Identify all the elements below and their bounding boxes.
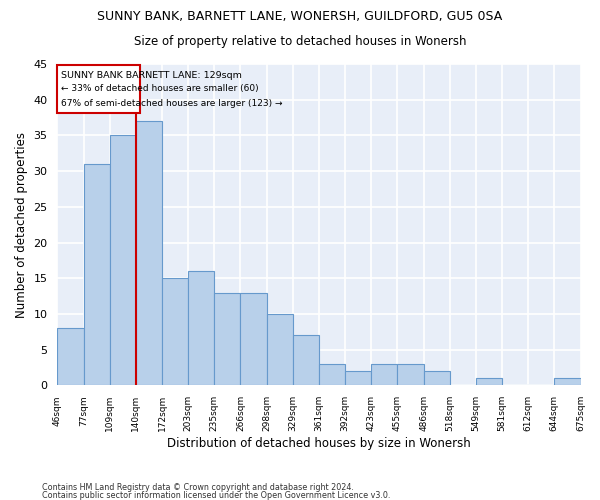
Bar [266, 314, 293, 386]
Text: Contains public sector information licensed under the Open Government Licence v3: Contains public sector information licen… [42, 491, 391, 500]
Bar [554, 378, 581, 386]
Text: ← 33% of detached houses are smaller (60): ← 33% of detached houses are smaller (60… [61, 84, 259, 94]
Bar [110, 136, 136, 386]
Bar [214, 292, 241, 386]
Text: Contains HM Land Registry data © Crown copyright and database right 2024.: Contains HM Land Registry data © Crown c… [42, 484, 354, 492]
Text: 67% of semi-detached houses are larger (123) →: 67% of semi-detached houses are larger (… [61, 100, 283, 108]
Bar [293, 336, 319, 386]
Text: Size of property relative to detached houses in Wonersh: Size of property relative to detached ho… [134, 35, 466, 48]
Y-axis label: Number of detached properties: Number of detached properties [15, 132, 28, 318]
Bar [188, 271, 214, 386]
Bar [319, 364, 345, 386]
Text: SUNNY BANK, BARNETT LANE, WONERSH, GUILDFORD, GU5 0SA: SUNNY BANK, BARNETT LANE, WONERSH, GUILD… [97, 10, 503, 23]
X-axis label: Distribution of detached houses by size in Wonersh: Distribution of detached houses by size … [167, 437, 471, 450]
Bar [136, 121, 162, 386]
Bar [83, 164, 110, 386]
Bar [58, 66, 140, 112]
Bar [424, 371, 450, 386]
Bar [476, 378, 502, 386]
Bar [371, 364, 397, 386]
Bar [162, 278, 188, 386]
Bar [58, 328, 83, 386]
Bar [345, 371, 371, 386]
Bar [397, 364, 424, 386]
Text: SUNNY BANK BARNETT LANE: 129sqm: SUNNY BANK BARNETT LANE: 129sqm [61, 71, 242, 80]
Bar [241, 292, 266, 386]
